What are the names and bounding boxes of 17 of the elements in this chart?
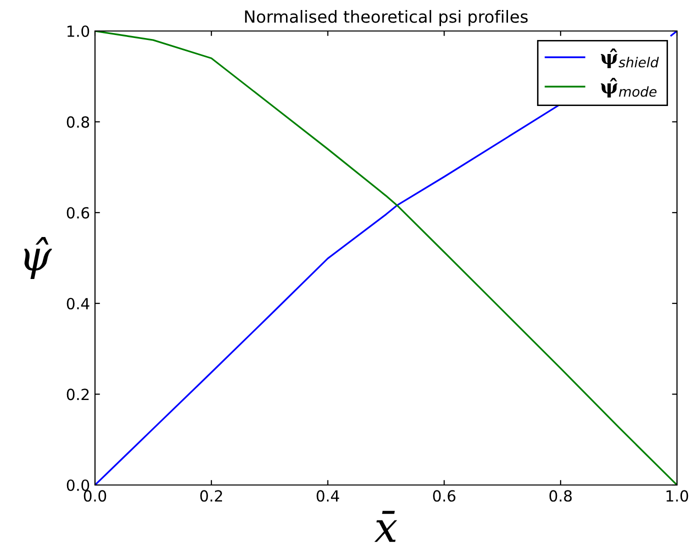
legend-label: ψ̂$_{mode}$ [600, 78, 656, 98]
y-axis-title: ψ̂ [24, 237, 52, 279]
chart-title: Normalised theoretical psi profiles [245, 10, 528, 26]
legend-label: ψ̂$_{shield}$ [600, 48, 659, 68]
y-tick-label: 0.4 [66, 298, 90, 310]
x-tick-label: 0.4 [316, 490, 340, 502]
y-tick-label: 0.8 [66, 116, 90, 128]
x-axis-title: x̄ [374, 510, 398, 542]
x-tick-label: 0.8 [549, 490, 572, 502]
x-tick-label: 1.0 [666, 490, 688, 502]
y-tick-label: 0.6 [66, 207, 90, 219]
x-tick-label: 0.2 [200, 490, 222, 502]
x-tick-label: 0.0 [84, 490, 106, 502]
y-tick-label: 1.0 [68, 25, 90, 38]
x-tick-label: 0.6 [433, 490, 456, 502]
y-tick-label: 0.0 [66, 479, 90, 492]
y-tick-label: 0.2 [66, 388, 89, 400]
